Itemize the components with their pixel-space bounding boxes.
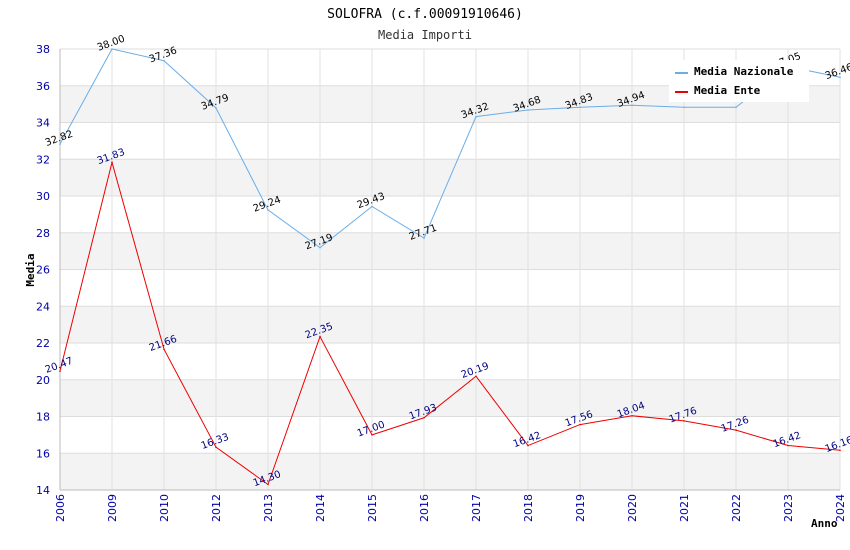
grid-band <box>60 453 840 490</box>
x-tick-label: 2012 <box>210 494 223 522</box>
grid-band <box>60 269 840 307</box>
data-point <box>163 348 165 351</box>
x-tick-label: 2020 <box>626 494 639 522</box>
data-point <box>735 106 737 109</box>
series-lines <box>59 48 841 486</box>
series-line-media-nazionale <box>59 48 841 249</box>
data-point <box>267 483 269 486</box>
data-point <box>423 416 425 419</box>
data-point <box>631 414 633 417</box>
x-tick-label: 2022 <box>730 494 743 522</box>
data-point <box>683 420 685 422</box>
data-point <box>475 375 477 378</box>
data-point <box>319 335 321 338</box>
y-tick-label: 32 <box>36 153 50 166</box>
chart-subtitle: Media Importi <box>378 28 472 42</box>
data-point <box>371 434 373 436</box>
data-point <box>787 444 789 447</box>
x-tick-label: 2024 <box>834 494 847 522</box>
data-point <box>59 370 61 372</box>
axes <box>59 49 840 491</box>
grid-band <box>60 416 840 454</box>
data-point <box>59 143 61 145</box>
y-tick-label: 14 <box>36 484 50 497</box>
data-point <box>579 106 581 109</box>
data-point <box>319 246 321 249</box>
data-point <box>267 209 269 211</box>
y-tick-label: 24 <box>36 300 50 313</box>
data-point <box>839 76 841 79</box>
x-tick-label: 2006 <box>54 494 67 522</box>
series-line-media-ente <box>59 160 841 486</box>
grid-band <box>60 343 840 380</box>
data-point <box>475 115 477 118</box>
x-axis-label: Anno <box>811 517 838 530</box>
legend-label-media-ente: Media Ente <box>694 84 761 97</box>
grid-band <box>60 232 840 270</box>
x-tick-label: 2016 <box>418 494 431 522</box>
y-axis-label: Media <box>24 253 37 286</box>
data-point <box>215 446 217 448</box>
data-point <box>423 237 425 239</box>
y-tick-label: 38 <box>36 43 50 56</box>
data-point <box>215 107 217 109</box>
x-tick-label: 2015 <box>366 494 379 522</box>
data-point <box>631 104 633 107</box>
data-point <box>527 109 529 111</box>
data-point <box>527 444 529 447</box>
data-point <box>111 161 113 164</box>
data-point <box>735 429 737 431</box>
y-tick-label: 34 <box>36 117 50 130</box>
x-tick-label: 2010 <box>158 494 171 522</box>
y-tick-label: 30 <box>36 190 50 203</box>
x-tick-label: 2017 <box>470 494 483 522</box>
legend-label-media-nazionale: Media Nazionale <box>694 65 794 78</box>
y-tick-label: 26 <box>36 264 50 277</box>
grid-band <box>60 196 840 233</box>
y-tick-labels: 14 16 18 20 22 24 26 28 30 32 34 36 38 <box>36 43 50 497</box>
grid-lines <box>59 48 841 491</box>
x-tick-labels: 2006 2009 2010 2012 2013 2014 2015 2016 2017 2018… <box>54 494 847 522</box>
data-point <box>371 205 373 208</box>
x-tick-label: 2013 <box>262 494 275 522</box>
legend-box <box>669 60 809 102</box>
y-tick-label: 16 <box>36 447 50 460</box>
data-point <box>579 423 581 426</box>
grid-band <box>60 306 840 343</box>
x-tick-label: 2014 <box>314 494 327 522</box>
legend: Media Nazionale Media Ente <box>669 60 809 102</box>
grid-bands <box>60 49 840 490</box>
y-tick-label: 36 <box>36 80 50 93</box>
chart-title: SOLOFRA (c.f.00091910646) <box>327 7 523 22</box>
x-tick-label: 2023 <box>782 494 795 522</box>
grid-band <box>60 122 840 160</box>
y-tick-label: 18 <box>36 411 50 424</box>
y-tick-label: 22 <box>36 337 50 350</box>
data-point <box>111 48 113 50</box>
x-tick-label: 2018 <box>522 494 535 522</box>
grid-band <box>60 379 840 417</box>
x-tick-label: 2019 <box>574 494 587 522</box>
x-tick-label: 2021 <box>678 494 691 522</box>
x-tick-label: 2009 <box>106 494 119 522</box>
y-tick-label: 28 <box>36 227 50 240</box>
data-point <box>839 449 841 452</box>
data-point <box>163 59 165 62</box>
data-point <box>683 106 685 109</box>
y-tick-label: 20 <box>36 374 50 387</box>
